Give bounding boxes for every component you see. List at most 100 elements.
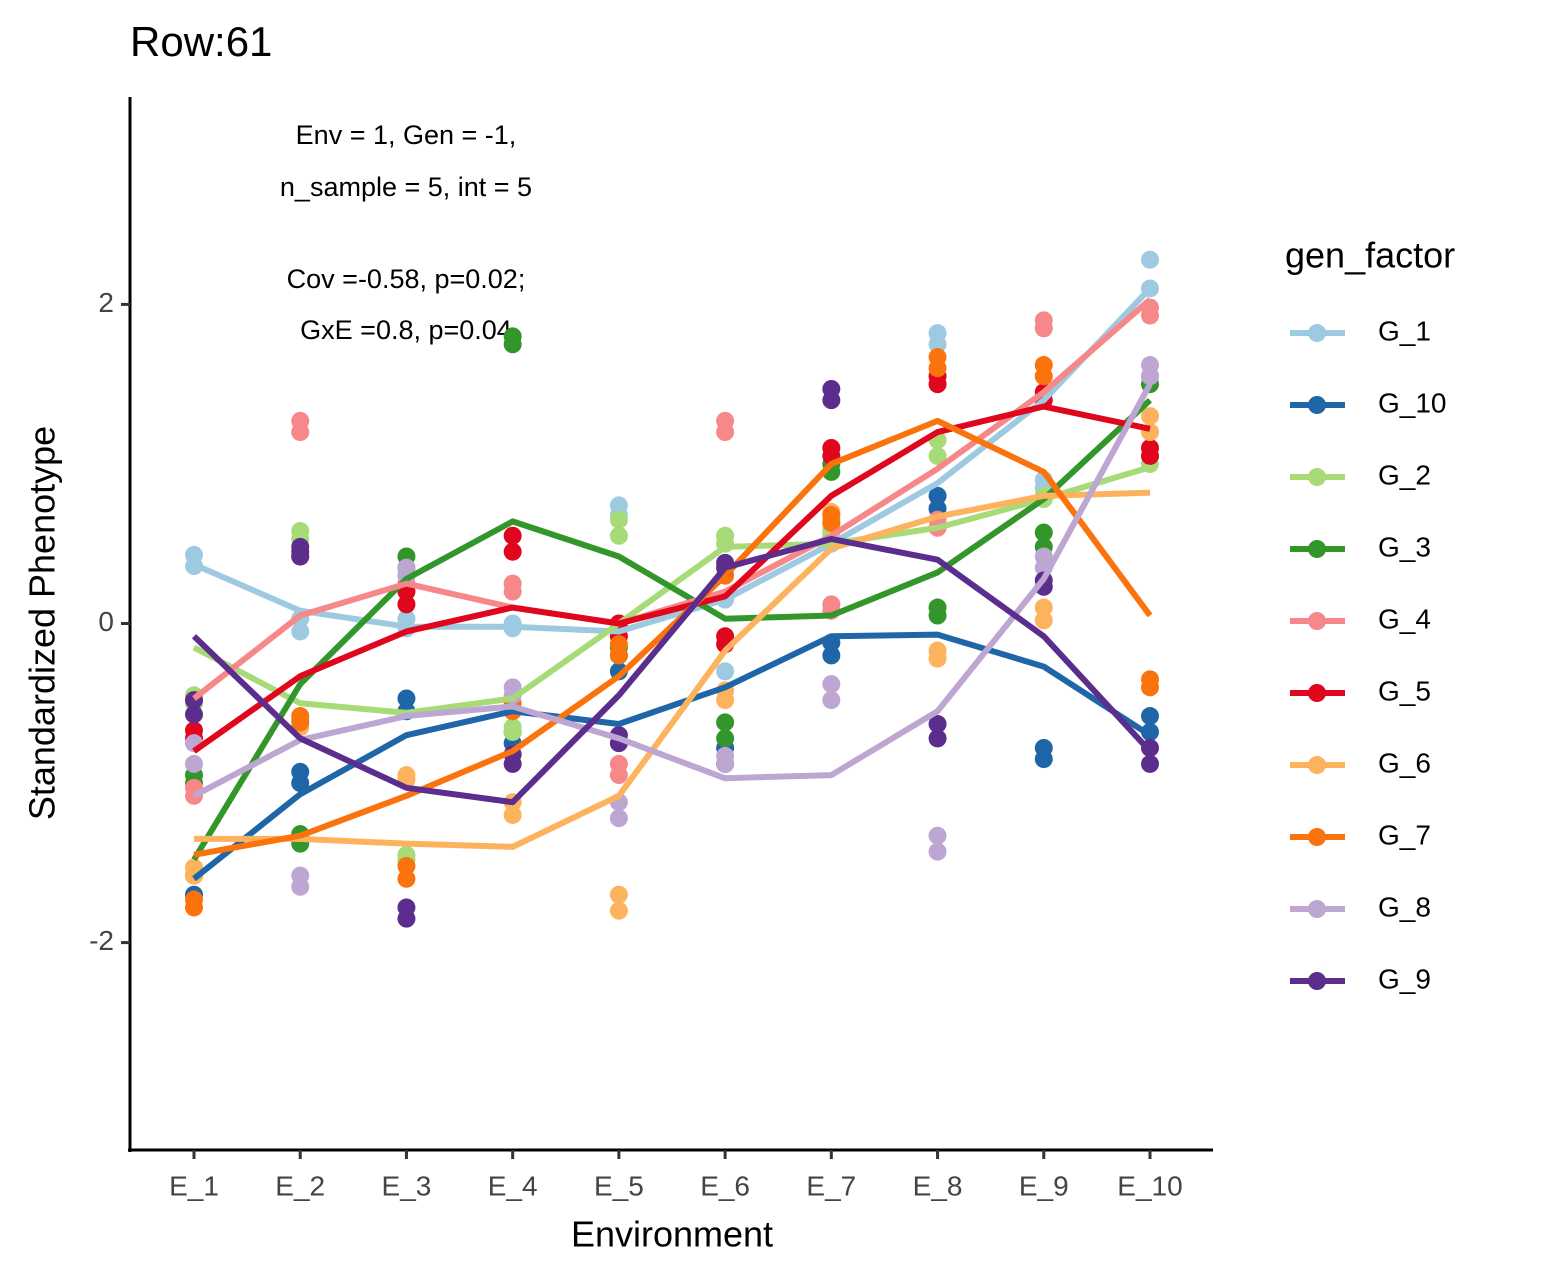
point: [1034, 611, 1053, 630]
point: [1034, 547, 1053, 566]
legend-label: G_10: [1378, 387, 1447, 418]
point: [609, 885, 628, 904]
legend-title: gen_factor: [1285, 235, 1455, 276]
legend-label: G_7: [1378, 819, 1431, 850]
series-line: [192, 403, 1151, 754]
annotation: n_sample = 5, int = 5: [280, 172, 532, 202]
point: [397, 595, 416, 614]
point: [1141, 439, 1159, 457]
x-tick-label: E_3: [382, 1170, 432, 1201]
point: [1141, 250, 1159, 269]
legend-dot: [1308, 828, 1326, 846]
point: [397, 689, 416, 708]
point: [185, 754, 203, 773]
point: [822, 439, 841, 457]
x-tick-label: E_6: [700, 1170, 750, 1201]
point: [185, 705, 203, 724]
series-line: [192, 382, 1153, 799]
point: [397, 857, 416, 876]
series-line: [193, 417, 1153, 858]
series-line: [192, 297, 1152, 701]
point: [609, 510, 628, 529]
point: [1141, 707, 1159, 726]
point: [503, 574, 522, 593]
point: [609, 809, 628, 828]
point: [716, 746, 735, 765]
point: [1141, 754, 1159, 773]
point: [291, 762, 310, 781]
legend-dot: [1308, 540, 1326, 558]
point: [609, 901, 628, 920]
point: [928, 842, 947, 861]
point: [822, 506, 841, 525]
legend-dot: [1308, 756, 1326, 774]
point: [1034, 311, 1053, 330]
x-tick-label: E_5: [594, 1170, 644, 1201]
legend-label: G_4: [1378, 603, 1431, 634]
annotation: GxE =0.8, p=0.04: [300, 315, 512, 345]
legend-dot: [1308, 972, 1326, 990]
y-tick-label: -2: [89, 925, 114, 956]
point: [397, 898, 416, 917]
point: [291, 521, 310, 540]
legend-dot: [1308, 900, 1326, 918]
point: [503, 805, 522, 824]
x-tick-label: E_9: [1019, 1170, 1069, 1201]
point: [716, 662, 735, 681]
point: [822, 646, 841, 665]
y-tick-label: 0: [98, 606, 114, 637]
legend-dot: [1308, 324, 1326, 342]
legend-label: G_6: [1378, 747, 1431, 778]
legend-label: G_1: [1378, 315, 1431, 346]
point: [1141, 407, 1159, 426]
point: [397, 766, 416, 785]
point: [928, 826, 947, 845]
x-tick-label: E_7: [806, 1170, 856, 1201]
point: [185, 721, 203, 740]
x-tick-label: E_8: [913, 1170, 963, 1201]
annotation: Cov =-0.58, p=0.02;: [287, 264, 526, 294]
point: [291, 622, 310, 641]
legend-dot: [1308, 612, 1326, 630]
point: [503, 542, 522, 561]
point: [503, 526, 522, 545]
point: [928, 729, 947, 748]
series-line: [191, 535, 1153, 806]
point: [185, 545, 203, 564]
point: [822, 595, 841, 614]
x-tick-label: E_4: [488, 1170, 538, 1201]
x-tick-label: E_2: [275, 1170, 325, 1201]
point: [503, 718, 522, 737]
legend-dot: [1308, 468, 1326, 486]
point: [928, 715, 947, 734]
point: [291, 411, 310, 430]
series-line: [192, 286, 1153, 635]
y-axis-label: Standardized Phenotype: [22, 426, 63, 820]
point: [1034, 356, 1053, 375]
point: [1034, 598, 1053, 617]
x-tick-label: E_1: [169, 1170, 219, 1201]
point: [822, 379, 841, 398]
legend-label: G_2: [1378, 459, 1431, 490]
point: [928, 324, 947, 343]
point: [1034, 738, 1053, 757]
point: [397, 558, 416, 577]
point: [716, 729, 735, 748]
legend-label: G_3: [1378, 531, 1431, 562]
point: [291, 866, 310, 885]
point: [503, 327, 522, 346]
point: [291, 707, 310, 726]
x-axis-label: Environment: [571, 1214, 773, 1255]
point: [1141, 670, 1159, 689]
point: [1034, 523, 1053, 542]
point: [928, 486, 947, 505]
point: [609, 526, 628, 545]
point: [822, 691, 841, 710]
point: [609, 635, 628, 654]
point: [822, 675, 841, 694]
y-tick-label: 2: [98, 287, 114, 318]
legend-label: G_9: [1378, 963, 1431, 994]
point: [716, 526, 735, 545]
chart-title: Row:61: [130, 18, 272, 65]
point: [1141, 356, 1159, 375]
